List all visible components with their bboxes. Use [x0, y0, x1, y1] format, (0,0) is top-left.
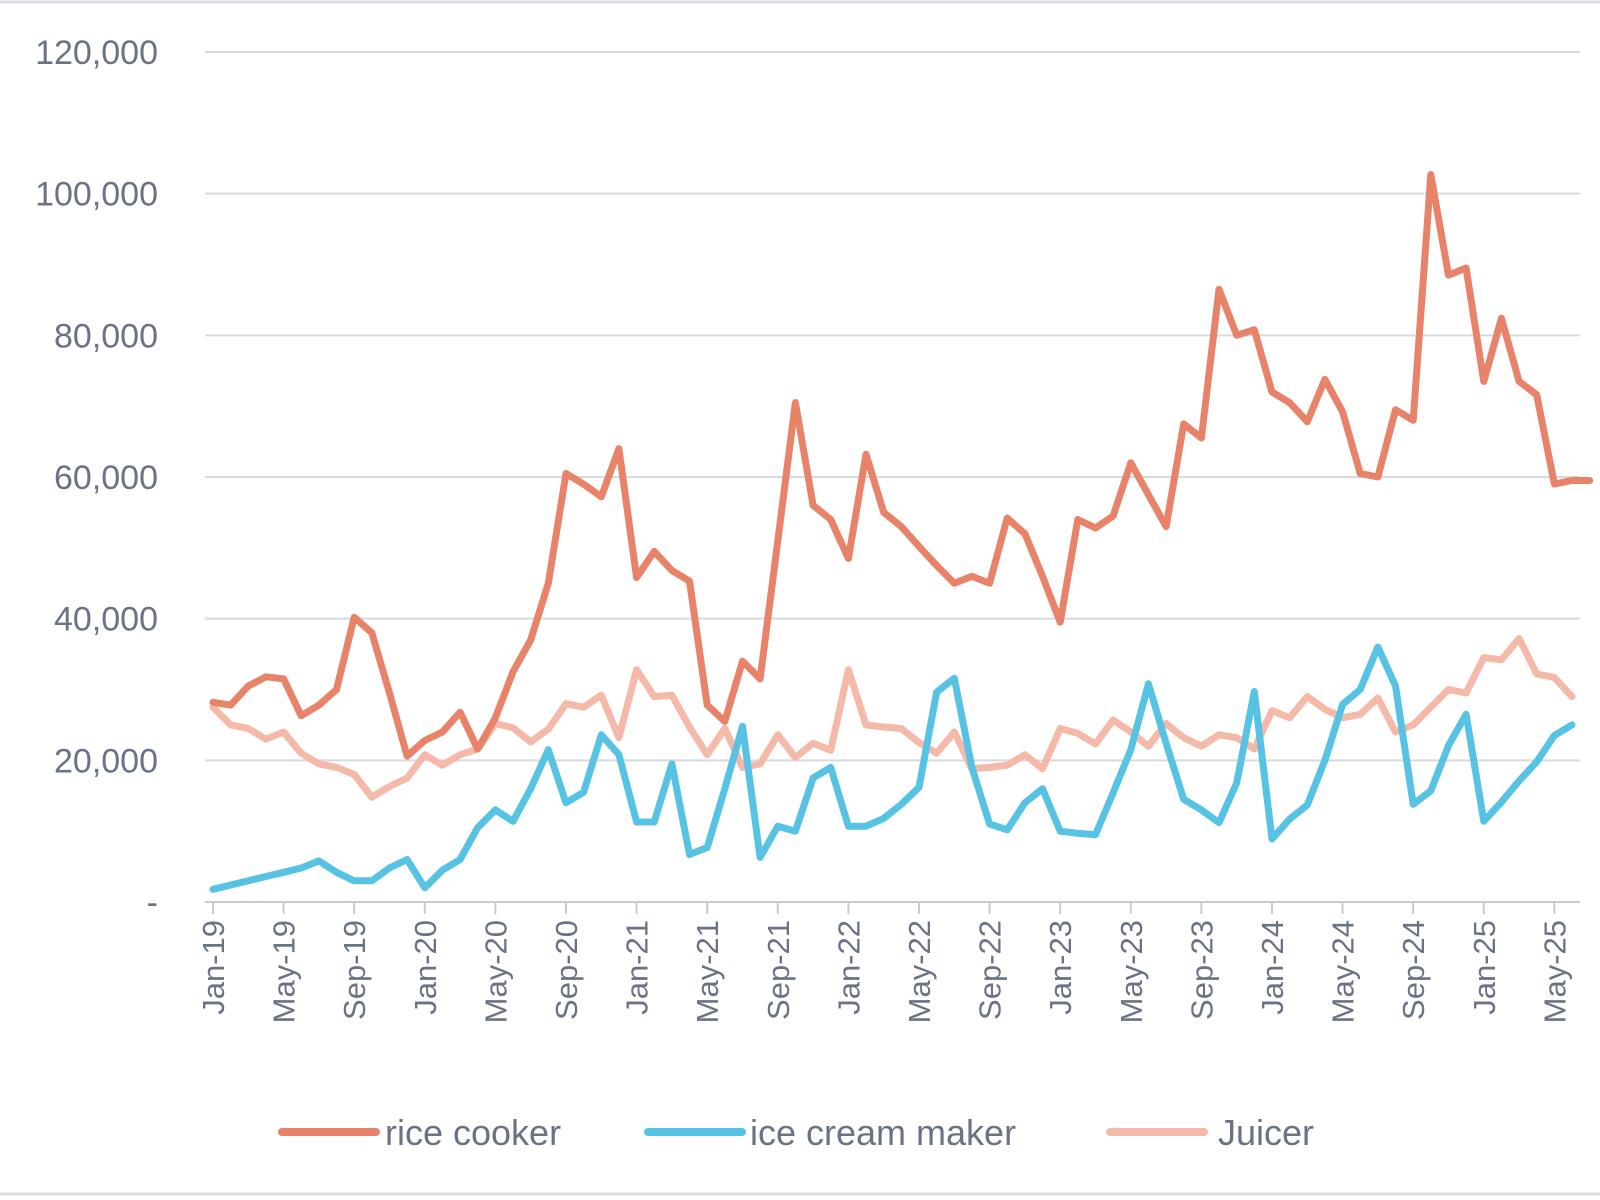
y-tick-label: 20,000	[54, 742, 158, 780]
y-axis: - 20,000 40,000 60,000 80,000 100,000 120,000	[35, 34, 158, 922]
x-tick-label: Jan-21	[620, 920, 655, 1015]
y-tick-label: 100,000	[35, 176, 158, 214]
y-tick-label: 120,000	[35, 34, 158, 72]
series-lines	[209, 171, 1594, 893]
x-tick-label: Sep-22	[973, 920, 1008, 1020]
x-tick-label: May-22	[902, 920, 937, 1023]
x-tick-label: Jan-23	[1043, 920, 1078, 1015]
legend-label-juicer: Juicer	[1218, 1112, 1314, 1153]
series-line-juicer	[209, 635, 1576, 801]
x-tick-label: Jan-24	[1255, 920, 1290, 1015]
legend-label-ice-cream-maker: ice cream maker	[750, 1112, 1016, 1153]
x-tick-label: May-25	[1537, 920, 1572, 1023]
x-tick-label: Sep-24	[1396, 920, 1431, 1020]
x-tick-label: Sep-19	[337, 920, 372, 1020]
x-tick-label: May-24	[1326, 920, 1361, 1023]
y-tick-label: 40,000	[54, 601, 158, 639]
legend-label-rice-cooker: rice cooker	[385, 1112, 561, 1153]
x-tick-label: Jan-19	[196, 920, 231, 1015]
x-tick-label: May-19	[267, 920, 302, 1023]
series-line-rice-cooker	[209, 171, 1594, 760]
x-axis: Jan-19 May-19 Sep-19 Jan-20 May-20 Sep-20 Jan-…	[196, 901, 1580, 1023]
x-tick-label: Sep-23	[1184, 920, 1219, 1020]
x-tick-label: Jan-20	[408, 920, 443, 1015]
x-tick-label: Jan-22	[831, 920, 866, 1015]
y-tick-label: 80,000	[54, 317, 158, 355]
y-tick-label: -	[147, 884, 158, 922]
x-tick-label: Sep-21	[761, 920, 796, 1020]
legend: rice cooker ice cream maker Juicer	[278, 1112, 1314, 1153]
x-tick-label: May-23	[1114, 920, 1149, 1023]
x-tick-label: Jan-25	[1467, 920, 1502, 1015]
x-tick-label: May-20	[478, 920, 513, 1023]
y-tick-label: 60,000	[54, 459, 158, 497]
x-tick-label: Sep-20	[549, 920, 584, 1020]
x-tick-label: May-21	[690, 920, 725, 1023]
series-line-ice-cream-maker	[209, 643, 1576, 893]
